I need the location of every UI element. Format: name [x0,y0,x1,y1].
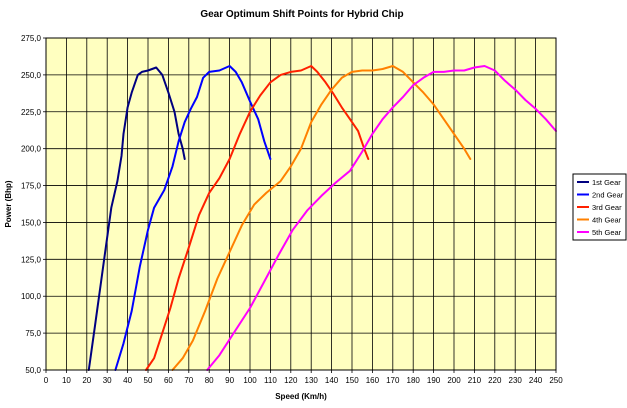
x-tick-label: 60 [164,376,173,385]
x-tick-label: 190 [427,376,441,385]
x-tick-label: 20 [82,376,91,385]
legend-entry: 3rd Gear [592,203,622,212]
x-tick-label: 240 [529,376,543,385]
x-axis-ticks: 0 10 20 30 40 50 60 70 80 90 100 110 120 130 140 150 160… [44,370,563,385]
x-tick-label: 70 [184,376,193,385]
plot-area [45,37,557,371]
y-axis-ticks: 50,0 75,0 100,0 125,0 150,0 175,0 200,0 225,0 25… [21,34,46,375]
chart-title: Gear Optimum Shift Points for Hybrid Chi… [200,9,403,20]
x-tick-label: 140 [325,376,339,385]
y-tick-label: 250,0 [21,71,42,80]
plot-frame [45,37,557,371]
grid [45,37,557,371]
y-axis-label: Power (Bhp) [4,180,13,227]
legend-entry: 4th Gear [592,216,622,225]
legend-entry: 2nd Gear [592,191,624,200]
y-tick-label: 50,0 [25,366,41,375]
x-tick-label: 100 [243,376,257,385]
x-tick-label: 0 [44,376,49,385]
series-lines [87,65,557,371]
x-tick-label: 230 [509,376,523,385]
series-line-5 [206,65,557,371]
x-tick-label: 30 [103,376,112,385]
x-tick-label: 220 [488,376,502,385]
x-tick-label: 250 [549,376,563,385]
x-tick-label: 160 [366,376,380,385]
legend-entry: 5th Gear [592,228,622,237]
x-tick-label: 170 [386,376,400,385]
x-tick-label: 40 [123,376,132,385]
y-tick-label: 200,0 [21,145,42,154]
x-tick-label: 180 [407,376,421,385]
series-line-4 [171,65,472,371]
x-tick-label: 200 [447,376,461,385]
x-tick-label: 150 [345,376,359,385]
y-tick-label: 175,0 [21,182,42,191]
y-tick-label: 75,0 [25,329,41,338]
legend: 1st Gear 2nd Gear 3rd Gear 4th Gear 5th Gear [572,173,627,241]
x-tick-label: 210 [468,376,482,385]
x-tick-label: 120 [284,376,298,385]
x-tick-label: 10 [62,376,71,385]
series-line-1 [87,66,186,371]
y-tick-label: 150,0 [21,218,42,227]
y-tick-label: 225,0 [21,108,42,117]
x-tick-label: 80 [205,376,214,385]
legend-entry: 1st Gear [592,178,621,187]
x-tick-label: 110 [264,376,277,385]
y-tick-label: 275,0 [21,34,42,43]
x-axis-label: Speed (Km/h) [275,392,327,401]
x-tick-label: 50 [144,376,153,385]
x-tick-label: 130 [305,376,319,385]
series-line-2 [114,65,272,371]
y-tick-label: 100,0 [21,292,42,301]
y-tick-label: 125,0 [21,255,42,264]
series-line-3 [145,65,370,371]
x-tick-label: 90 [225,376,234,385]
